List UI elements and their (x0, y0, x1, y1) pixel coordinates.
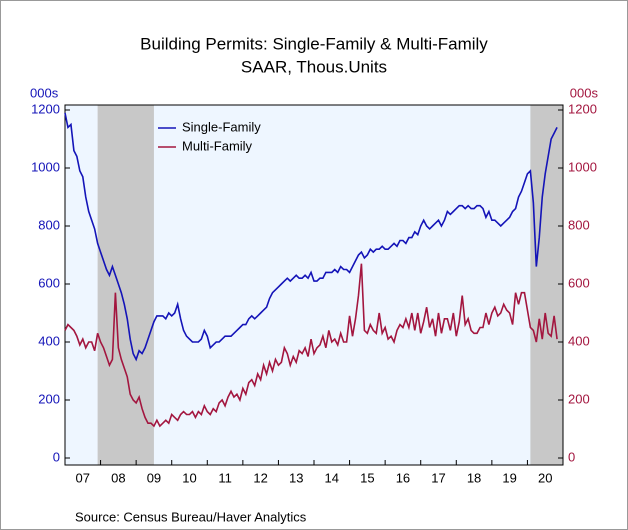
y-tick-label: 200 (38, 391, 60, 406)
x-tick-label: 20 (538, 470, 552, 485)
legend-label: Multi-Family (182, 138, 253, 153)
x-tick-label: 19 (502, 470, 516, 485)
y2-tick-label: 200 (568, 391, 590, 406)
y-tick-label: 600 (38, 275, 60, 290)
y2-axis-label: 000s (570, 85, 599, 100)
recession-shade (530, 105, 563, 465)
y-tick-label: 1200 (31, 101, 60, 116)
y2-tick-label: 400 (568, 333, 590, 348)
x-tick-label: 12 (253, 470, 267, 485)
x-tick-label: 07 (76, 470, 90, 485)
x-tick-label: 10 (182, 470, 196, 485)
y2-tick-label: 0 (568, 449, 575, 464)
x-tick-label: 17 (431, 470, 445, 485)
x-tick-label: 18 (467, 470, 481, 485)
chart-subtitle: SAAR, Thous.Units (241, 57, 387, 76)
y2-tick-label: 600 (568, 275, 590, 290)
y-tick-label: 1000 (31, 159, 60, 174)
y2-tick-label: 1200 (568, 101, 597, 116)
y-tick-label: 400 (38, 333, 60, 348)
x-tick-label: 15 (360, 470, 374, 485)
chart-title: Building Permits: Single-Family & Multi-… (140, 34, 488, 53)
x-tick-label: 16 (396, 470, 410, 485)
y-tick-label: 800 (38, 217, 60, 232)
y2-tick-label: 800 (568, 217, 590, 232)
x-tick-label: 14 (325, 470, 339, 485)
legend-label: Single-Family (182, 119, 261, 134)
x-tick-label: 11 (218, 470, 232, 485)
x-tick-label: 13 (289, 470, 303, 485)
x-tick-label: 08 (111, 470, 125, 485)
y-tick-label: 0 (53, 449, 60, 464)
y-axis-label: 000s (30, 85, 59, 100)
series-line (64, 112, 558, 362)
recession-shade (97, 105, 154, 465)
series-line (64, 263, 558, 428)
y2-tick-label: 1000 (568, 159, 597, 174)
source: Source: Census Bureau/Haver Analytics (75, 509, 307, 524)
x-tick-label: 09 (147, 470, 161, 485)
